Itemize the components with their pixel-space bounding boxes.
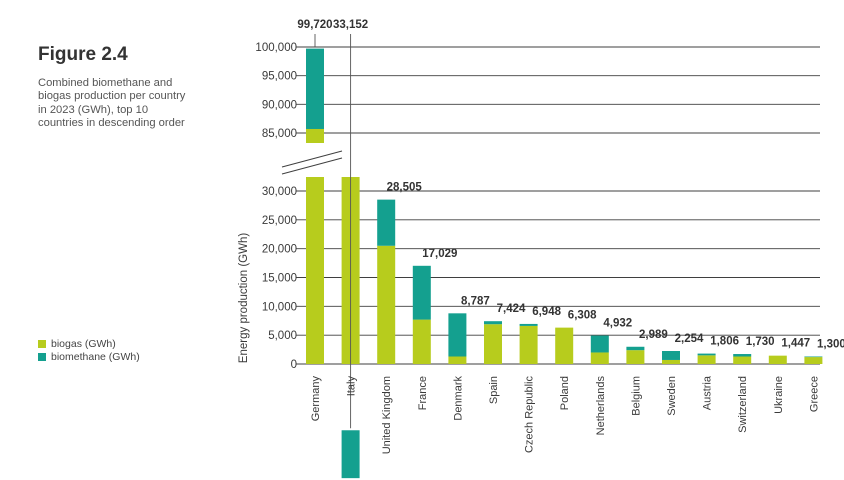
y-tick-label: 20,000 <box>262 244 297 256</box>
x-tick-label: Italy <box>346 376 358 397</box>
bar-segment-biomethane <box>377 199 396 246</box>
bar-segment-biomethane <box>590 335 609 353</box>
bar-segment-biogas <box>590 352 609 364</box>
bar-segment-biomethane <box>484 321 502 325</box>
total-label: 2,989 <box>639 329 668 341</box>
legend-item-biomethane: biomethane (GWh) <box>38 350 140 363</box>
bar-segment-biomethane <box>341 430 360 479</box>
bar-segment-biomethane <box>697 353 716 356</box>
bar-segment-biogas <box>412 319 431 364</box>
total-label: 1,730 <box>746 336 775 348</box>
total-label: 4,932 <box>603 318 632 330</box>
legend-label-biomethane: biomethane (GWh) <box>51 350 140 363</box>
bar-segment-biogas <box>306 128 324 143</box>
y-tick-label: 5,000 <box>268 330 297 342</box>
x-tick-label: Poland <box>559 376 571 410</box>
axis-break-mark <box>281 150 343 168</box>
bar-segment-biomethane <box>804 356 823 358</box>
y-tick-label: 30,000 <box>262 186 297 198</box>
x-tick-label: Greece <box>808 376 820 412</box>
total-label: 7,424 <box>497 303 526 315</box>
total-label: 1,806 <box>710 336 739 348</box>
y-tick-label: 25,000 <box>262 215 297 227</box>
legend-label-biogas: biogas (GWh) <box>51 337 116 350</box>
x-tick-label: Spain <box>488 376 500 404</box>
x-tick-label: Sweden <box>666 376 678 416</box>
bar-segment-biomethane <box>733 354 752 357</box>
bar-segment-biogas <box>306 177 324 364</box>
figure-title: Figure 2.4 <box>38 44 128 65</box>
bar-segment-biomethane <box>306 48 324 129</box>
bar-segment-biomethane <box>519 323 538 326</box>
total-label: 6,308 <box>568 310 597 322</box>
x-tick-label: Belgium <box>630 376 642 416</box>
x-tick-label: Switzerland <box>737 376 749 433</box>
legend-swatch-biomethane <box>38 352 46 361</box>
bar-segment-biogas <box>626 350 645 364</box>
bar-segment-biomethane <box>448 313 467 357</box>
total-label: 8,787 <box>461 295 490 307</box>
legend-item-biogas: biogas (GWh) <box>38 337 140 350</box>
bar-segment-biomethane <box>662 351 680 360</box>
x-tick-label: Denmark <box>452 376 464 421</box>
bar-segment-biogas <box>697 355 716 364</box>
bar-segment-biogas <box>519 325 538 364</box>
bar-segment-biomethane <box>412 265 431 320</box>
total-label: 33,152 <box>333 19 368 31</box>
y-tick-label: 0 <box>291 359 297 371</box>
y-tick-label: 90,000 <box>262 99 297 111</box>
bar-segment-biogas <box>733 356 752 364</box>
bar-segment-biomethane <box>626 346 645 351</box>
x-tick-label: France <box>417 376 429 410</box>
y-tick-label: 85,000 <box>262 128 297 140</box>
total-label: 2,254 <box>675 333 704 345</box>
y-axis-title: Energy production (GWh) <box>238 233 250 364</box>
total-label: 28,505 <box>387 182 423 194</box>
x-tick-label: Ukraine <box>773 376 785 414</box>
y-tick-label: 10,000 <box>262 301 297 313</box>
total-label: 1,447 <box>781 338 810 350</box>
x-tick-label: Austria <box>702 375 714 410</box>
x-tick-label: United Kingdom <box>381 376 393 454</box>
bar-segment-biogas <box>555 327 574 364</box>
x-tick-label: Czech Republic <box>524 376 536 454</box>
y-tick-label: 100,000 <box>255 42 297 54</box>
x-tick-label: Netherlands <box>595 376 607 436</box>
bar-segment-biogas <box>377 245 396 364</box>
legend-swatch-biogas <box>38 339 46 348</box>
bar-segment-biogas <box>662 359 680 364</box>
total-label: 6,948 <box>532 306 561 318</box>
total-label: 99,720 <box>297 19 332 31</box>
bar-segment-biogas <box>804 357 823 364</box>
bar-segment-biogas <box>484 324 502 364</box>
y-tick-label: 15,000 <box>262 273 297 285</box>
bar-segment-biogas <box>768 355 787 364</box>
y-tick-label: 95,000 <box>262 71 297 83</box>
legend: biogas (GWh) biomethane (GWh) <box>38 337 140 363</box>
figure-subtitle: Combined biomethane and biogas productio… <box>38 77 186 129</box>
axis-break-mark <box>281 157 343 175</box>
total-label: 17,029 <box>422 248 457 260</box>
bar-segment-biogas <box>448 356 467 364</box>
total-label: 1,300 <box>817 339 844 351</box>
axis-break-gap <box>282 151 342 174</box>
x-tick-label: Germany <box>310 376 322 422</box>
